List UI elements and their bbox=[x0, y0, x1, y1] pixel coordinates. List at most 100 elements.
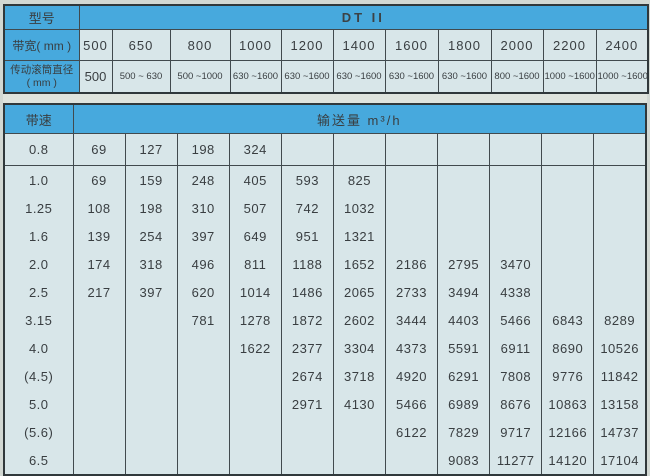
capacity-value: 1278 bbox=[228, 306, 282, 334]
capacity-value: 198 bbox=[176, 133, 230, 166]
drum-diameter-value: 630 ~1600 bbox=[280, 60, 334, 94]
drum-diameter-row: 传动滚筒直径 ( mm ) 500 500 ~ 630 500 ~1000 630 ~… bbox=[3, 60, 649, 94]
drum-diameter-label: 传动滚筒直径 ( mm ) bbox=[3, 60, 80, 94]
capacity-empty-cell bbox=[228, 446, 282, 475]
capacity-empty-cell bbox=[176, 418, 230, 446]
capacity-value: 2186 bbox=[384, 250, 438, 278]
capacity-empty-cell bbox=[541, 250, 594, 278]
capacity-value: 397 bbox=[124, 278, 178, 306]
capacity-value: 6291 bbox=[437, 362, 490, 390]
capacity-empty-cell bbox=[384, 222, 438, 250]
capacity-value: 4920 bbox=[384, 362, 438, 390]
capacity-value: 1032 bbox=[332, 194, 386, 222]
capacity-empty-cell bbox=[489, 165, 542, 194]
capacity-header-row: 带速 输送量 m³/h bbox=[3, 104, 646, 134]
belt-speed-value: 2.0 bbox=[3, 250, 73, 278]
capacity-value: 6122 bbox=[384, 418, 438, 446]
belt-width-value: 2000 bbox=[490, 29, 544, 61]
capacity-value: 8676 bbox=[489, 390, 542, 418]
belt-width-value: 1000 bbox=[229, 29, 282, 61]
capacity-empty-cell bbox=[124, 418, 178, 446]
capacity-empty-cell bbox=[437, 133, 490, 166]
capacity-empty-cell bbox=[384, 133, 438, 166]
capacity-value: 1014 bbox=[228, 278, 282, 306]
capacity-value: 405 bbox=[228, 165, 282, 194]
capacity-value: 1188 bbox=[280, 250, 334, 278]
capacity-value: 9083 bbox=[437, 446, 490, 475]
capacity-value: 951 bbox=[280, 222, 334, 250]
capacity-value: 496 bbox=[176, 250, 230, 278]
capacity-row: 4.0 1622 2377 3304 4373 5591 6911 8690 10526 bbox=[3, 334, 646, 362]
belt-width-value: 800 bbox=[169, 29, 231, 61]
capacity-empty-cell bbox=[489, 194, 542, 222]
capacity-value: 2674 bbox=[280, 362, 334, 390]
capacity-value: 10863 bbox=[541, 390, 594, 418]
belt-speed-value: 0.8 bbox=[3, 133, 73, 166]
belt-width-value: 2400 bbox=[595, 29, 649, 61]
capacity-value: 7829 bbox=[437, 418, 490, 446]
capacity-empty-cell bbox=[124, 390, 178, 418]
capacity-value: 1872 bbox=[280, 306, 334, 334]
belt-speed-value: 2.5 bbox=[3, 278, 73, 306]
capacity-value: 139 bbox=[72, 222, 126, 250]
capacity-value: 69 bbox=[72, 165, 126, 194]
capacity-value: 11277 bbox=[489, 446, 542, 475]
capacity-value: 2377 bbox=[280, 334, 334, 362]
capacity-value: 2733 bbox=[384, 278, 438, 306]
capacity-empty-cell bbox=[176, 446, 230, 475]
drum-diameter-label-line1: 传动滚筒直径 bbox=[10, 63, 74, 76]
capacity-empty-cell bbox=[176, 390, 230, 418]
capacity-value: 5466 bbox=[489, 306, 542, 334]
capacity-empty-cell bbox=[124, 334, 178, 362]
capacity-value: 11842 bbox=[593, 362, 646, 390]
capacity-value: 4338 bbox=[489, 278, 542, 306]
belt-speed-label: 带速 bbox=[3, 104, 73, 134]
capacity-value: 318 bbox=[124, 250, 178, 278]
capacity-value: 1652 bbox=[332, 250, 386, 278]
model-value: DT II bbox=[78, 4, 649, 30]
capacity-label: 输送量 m³/h bbox=[72, 104, 646, 134]
capacity-value: 108 bbox=[72, 194, 126, 222]
capacity-value: 12166 bbox=[541, 418, 594, 446]
capacity-empty-cell bbox=[72, 446, 126, 475]
capacity-value: 1486 bbox=[280, 278, 334, 306]
belt-speed-value: 1.6 bbox=[3, 222, 73, 250]
capacity-empty-cell bbox=[280, 418, 334, 446]
capacity-value: 593 bbox=[280, 165, 334, 194]
capacity-empty-cell bbox=[72, 362, 126, 390]
drum-diameter-value: 630 ~1600 bbox=[332, 60, 386, 94]
belt-width-value: 1600 bbox=[384, 29, 439, 61]
capacity-value: 781 bbox=[176, 306, 230, 334]
spec-table: 型号 DT II 带宽( mm ) 500 650 800 1000 1200 1400 1… bbox=[3, 4, 650, 94]
capacity-empty-cell bbox=[176, 334, 230, 362]
capacity-value: 4130 bbox=[332, 390, 386, 418]
capacity-value: 13158 bbox=[593, 390, 646, 418]
capacity-empty-cell bbox=[72, 334, 126, 362]
capacity-empty-cell bbox=[541, 222, 594, 250]
belt-speed-value: 6.5 bbox=[3, 446, 73, 475]
capacity-empty-cell bbox=[176, 362, 230, 390]
capacity-row: 1.6 139 254 397 649 951 1321 bbox=[3, 222, 646, 250]
belt-speed-value: 3.15 bbox=[3, 306, 73, 334]
capacity-value: 5591 bbox=[437, 334, 490, 362]
capacity-empty-cell bbox=[541, 194, 594, 222]
capacity-value: 2795 bbox=[437, 250, 490, 278]
drum-diameter-value: 630 ~1600 bbox=[437, 60, 492, 94]
capacity-empty-cell bbox=[593, 165, 646, 194]
capacity-empty-cell bbox=[541, 278, 594, 306]
capacity-empty-cell bbox=[593, 250, 646, 278]
drum-diameter-value: 630 ~1600 bbox=[384, 60, 439, 94]
belt-width-value: 1800 bbox=[437, 29, 492, 61]
capacity-value: 17104 bbox=[593, 446, 646, 475]
capacity-row: 5.0 2971 4130 5466 6989 8676 10863 13158 bbox=[3, 390, 646, 418]
capacity-value: 2065 bbox=[332, 278, 386, 306]
capacity-empty-cell bbox=[332, 418, 386, 446]
capacity-value: 1622 bbox=[228, 334, 282, 362]
capacity-value: 507 bbox=[228, 194, 282, 222]
capacity-empty-cell bbox=[489, 133, 542, 166]
belt-width-value: 2200 bbox=[542, 29, 597, 61]
capacity-value: 1321 bbox=[332, 222, 386, 250]
capacity-value: 811 bbox=[228, 250, 282, 278]
belt-width-label: 带宽( mm ) bbox=[3, 29, 80, 61]
capacity-value: 217 bbox=[72, 278, 126, 306]
